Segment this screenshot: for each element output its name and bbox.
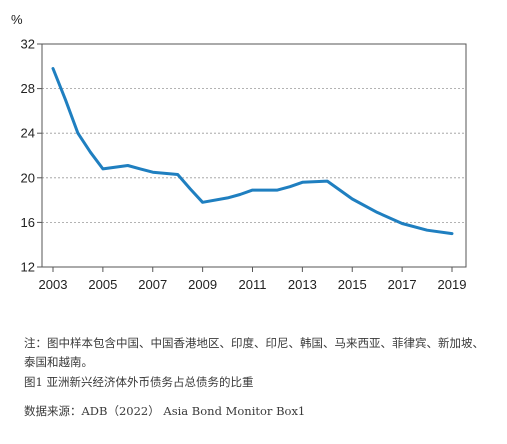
chart-note: 注：图中样本包含中国、中国香港地区、印度、印尼、韩国、马来西亚、菲律宾、新加坡、… [24,336,484,369]
y-tick-label: 24 [21,126,35,141]
y-axis-unit-label: % [11,12,23,27]
y-tick-label: 12 [21,260,35,275]
series-line [51,67,454,236]
x-tick-label: 2013 [288,277,317,292]
data-source: 数据来源：ADB（2022） Asia Bond Monitor Box1 [24,404,306,418]
x-tick-label: 2005 [88,277,117,292]
x-tick-label: 2017 [388,277,417,292]
y-tick-label: 32 [21,37,35,52]
gridlines [42,88,466,223]
line-chart: 2003 2005 2007 2009 2011 2013 2015 2017 2019 121… [11,12,467,292]
x-tick-label: 2009 [188,277,217,292]
plot-frame [41,43,467,268]
chart: 2003 2005 2007 2009 2011 2013 2015 2017 2019 12 1… [11,12,467,292]
y-tick-label: 16 [21,215,35,230]
x-tick-label: 2007 [138,277,167,292]
x-tick-label: 2019 [438,277,467,292]
y-axis: 12 16 20 24 28 32 [21,37,42,275]
x-tick-label: 2003 [39,277,68,292]
x-tick-label: 2015 [338,277,367,292]
x-axis: 2003 2005 2007 2009 2011 2013 2015 2017 2019 [39,267,467,292]
figure-title: 图1 亚洲新兴经济体外币债务占总债务的比重 [24,375,254,389]
x-tick-label: 2011 [239,277,267,292]
y-tick-label: 28 [21,81,35,96]
y-tick-label: 20 [21,170,35,185]
